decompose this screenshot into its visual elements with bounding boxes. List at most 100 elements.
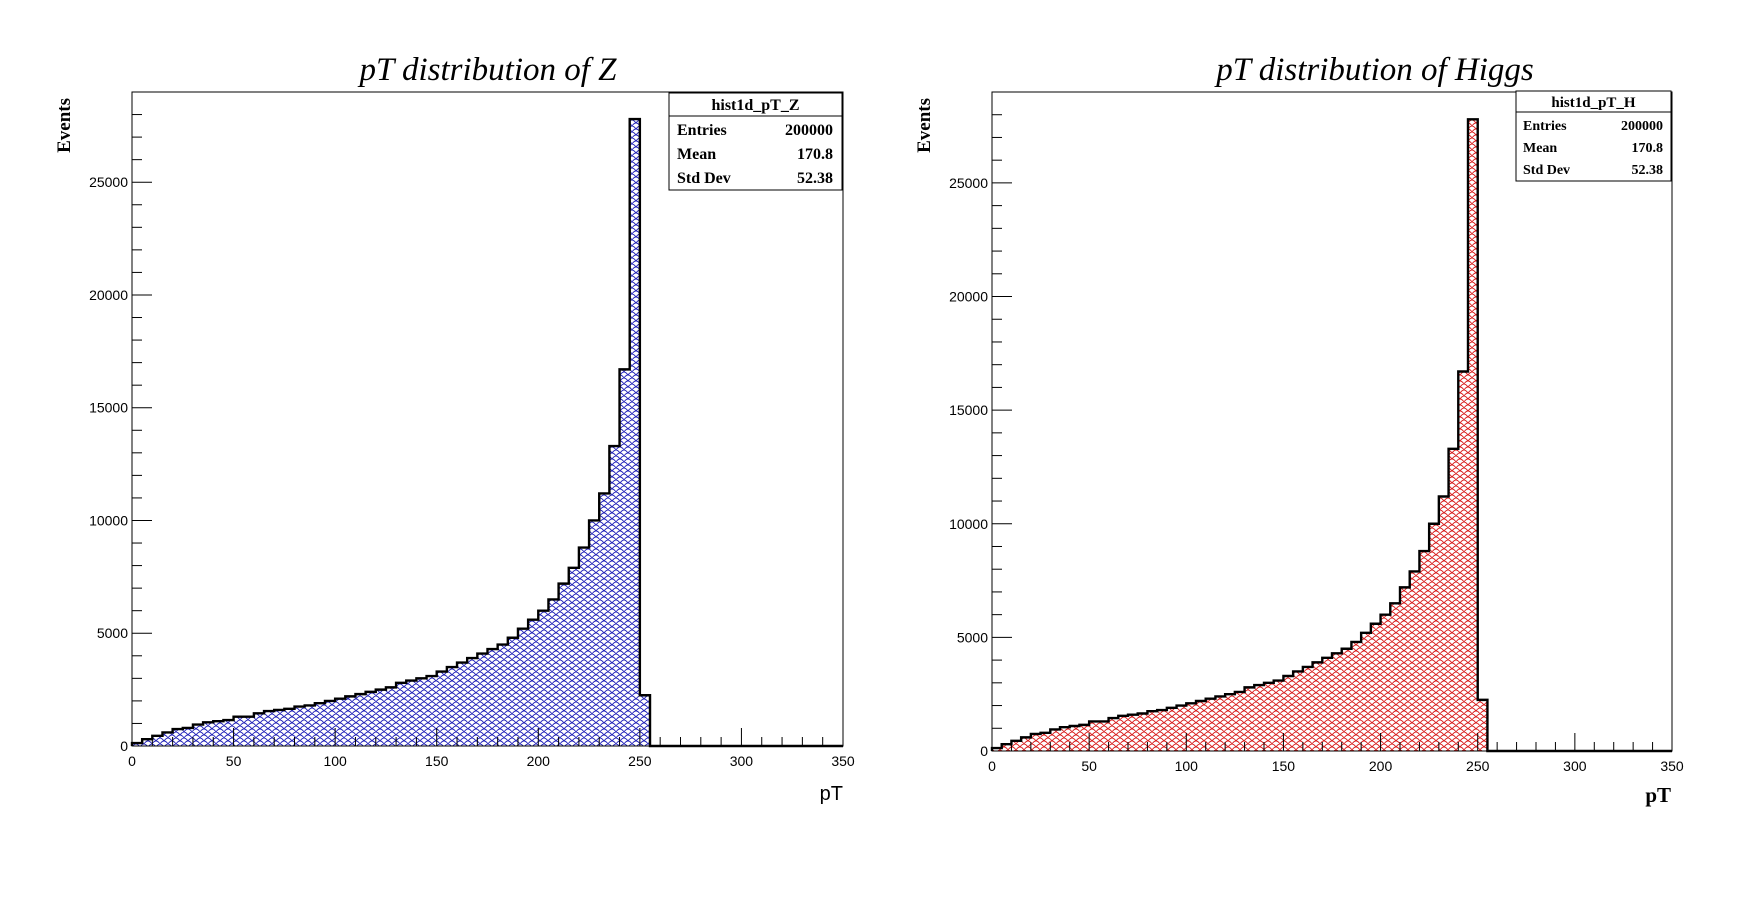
histogram-bar bbox=[1166, 707, 1177, 751]
x-tick-label: 50 bbox=[226, 753, 242, 769]
histogram-bar bbox=[528, 619, 539, 746]
histogram-bar bbox=[203, 722, 214, 746]
histogram-bar bbox=[1157, 710, 1167, 751]
chart-panel-z: pT distribution of Z Events pT 0 50 100 150… bbox=[54, 52, 855, 805]
histogram-outline bbox=[130, 117, 843, 748]
histogram-bar bbox=[1234, 691, 1245, 751]
histogram-bar bbox=[477, 653, 488, 746]
histogram-bar bbox=[1069, 726, 1080, 751]
histogram-bar bbox=[1186, 703, 1196, 751]
histogram-bar bbox=[1225, 694, 1235, 751]
histogram-bar bbox=[1293, 671, 1303, 751]
histogram-bar bbox=[1118, 715, 1128, 751]
histogram-bar bbox=[1011, 740, 1022, 751]
histogram-bar bbox=[182, 727, 193, 746]
x-tick-label: 350 bbox=[831, 753, 855, 769]
histogram-bar bbox=[589, 520, 600, 746]
histogram-bar bbox=[355, 694, 366, 746]
histogram-bar bbox=[1021, 737, 1031, 751]
histogram-bar bbox=[1215, 696, 1226, 751]
histogram-bar bbox=[152, 735, 163, 746]
x-tick-label: 300 bbox=[730, 753, 754, 769]
stats-stddev-value: 52.38 bbox=[797, 170, 833, 187]
histogram-bar bbox=[1030, 733, 1041, 751]
stats-box: hist1d_pT_Z Entries 200000 Mean 170.8 St… bbox=[668, 92, 843, 191]
histogram-bar bbox=[507, 637, 518, 746]
stats-entries-label: Entries bbox=[1523, 119, 1567, 134]
histogram-bar bbox=[335, 698, 346, 746]
y-tick-label: 5000 bbox=[97, 625, 128, 641]
histogram-bar bbox=[1254, 685, 1264, 751]
histogram-bar bbox=[264, 711, 275, 746]
histogram-bar bbox=[1001, 744, 1012, 751]
histogram-bar bbox=[1419, 551, 1430, 751]
histogram-bar bbox=[517, 628, 529, 746]
histogram-bar bbox=[497, 644, 508, 746]
histogram-bar bbox=[1244, 687, 1255, 751]
histogram-bar bbox=[375, 689, 386, 746]
histogram-bar bbox=[1312, 662, 1323, 751]
histogram-bar bbox=[992, 748, 1002, 751]
histogram-bar bbox=[446, 667, 458, 746]
chart-title: pT distribution of Z bbox=[357, 52, 617, 88]
histogram-bar bbox=[426, 676, 437, 746]
axes: 0 50 100 150 200 250 300 350 0 5000 10000 15000 2000… bbox=[89, 91, 855, 769]
y-tick-label: 10000 bbox=[89, 512, 128, 528]
histogram-bar bbox=[1341, 648, 1352, 751]
stats-box: hist1d_pT_H Entries 200000 Mean 170.8 St… bbox=[1515, 90, 1672, 182]
x-tick-label: 250 bbox=[628, 753, 652, 769]
y-axis-label: Events bbox=[914, 98, 935, 153]
histogram-bar bbox=[294, 706, 305, 746]
stats-mean-value: 170.8 bbox=[797, 146, 833, 163]
histogram-bar bbox=[1400, 587, 1410, 751]
y-tick-label: 5000 bbox=[957, 629, 988, 645]
histogram-bar bbox=[1273, 680, 1284, 751]
y-tick-label: 20000 bbox=[949, 289, 988, 305]
histogram-bar bbox=[1351, 641, 1362, 751]
histogram-bar bbox=[1322, 657, 1332, 751]
histogram-bar bbox=[1050, 729, 1060, 751]
histogram-bar bbox=[1468, 119, 1478, 751]
histogram-bar bbox=[172, 729, 183, 746]
histogram-bar bbox=[324, 700, 336, 746]
histogram-bar bbox=[1108, 718, 1119, 751]
histogram-bar bbox=[629, 119, 640, 746]
x-axis-label: pT bbox=[1645, 783, 1671, 807]
histogram-bar bbox=[1390, 603, 1400, 751]
histogram-bar bbox=[396, 682, 407, 746]
histogram-bar bbox=[1409, 571, 1420, 751]
histogram-bar bbox=[1147, 711, 1158, 751]
histogram-bar bbox=[1370, 623, 1381, 751]
x-axis-label: pT bbox=[820, 783, 843, 805]
x-tick-label: 300 bbox=[1563, 758, 1587, 774]
plot-frame bbox=[131, 91, 844, 747]
histogram-bar bbox=[1040, 732, 1051, 751]
histogram-bar bbox=[385, 687, 397, 746]
histogram-bar bbox=[1079, 724, 1090, 751]
histogram-bar bbox=[639, 695, 651, 746]
histogram-bar bbox=[1089, 721, 1099, 751]
x-tick-label: 250 bbox=[1466, 758, 1490, 774]
histogram-bar bbox=[1098, 721, 1109, 751]
histogram-bar bbox=[345, 696, 356, 746]
histogram-bar bbox=[1302, 666, 1313, 751]
histogram-bar bbox=[1380, 614, 1391, 751]
x-tick-label: 200 bbox=[1369, 758, 1393, 774]
histogram-bar bbox=[365, 691, 376, 746]
histogram-bars bbox=[132, 119, 651, 746]
histogram-bar bbox=[274, 709, 285, 746]
stats-entries-value: 200000 bbox=[1621, 119, 1663, 134]
histogram-bar bbox=[467, 658, 478, 746]
x-tick-label: 50 bbox=[1081, 758, 1097, 774]
histogram-bar bbox=[192, 724, 204, 746]
histogram-bar bbox=[1128, 714, 1138, 751]
histogram-bar bbox=[1438, 496, 1449, 751]
stats-stddev-label: Std Dev bbox=[1523, 163, 1570, 178]
y-axis-label: Events bbox=[54, 98, 75, 153]
plot-frame bbox=[991, 91, 1673, 752]
y-tick-label: 10000 bbox=[949, 516, 988, 532]
histogram-bar bbox=[1458, 371, 1468, 751]
x-tick-label: 100 bbox=[1175, 758, 1199, 774]
histogram-bar bbox=[416, 678, 427, 746]
